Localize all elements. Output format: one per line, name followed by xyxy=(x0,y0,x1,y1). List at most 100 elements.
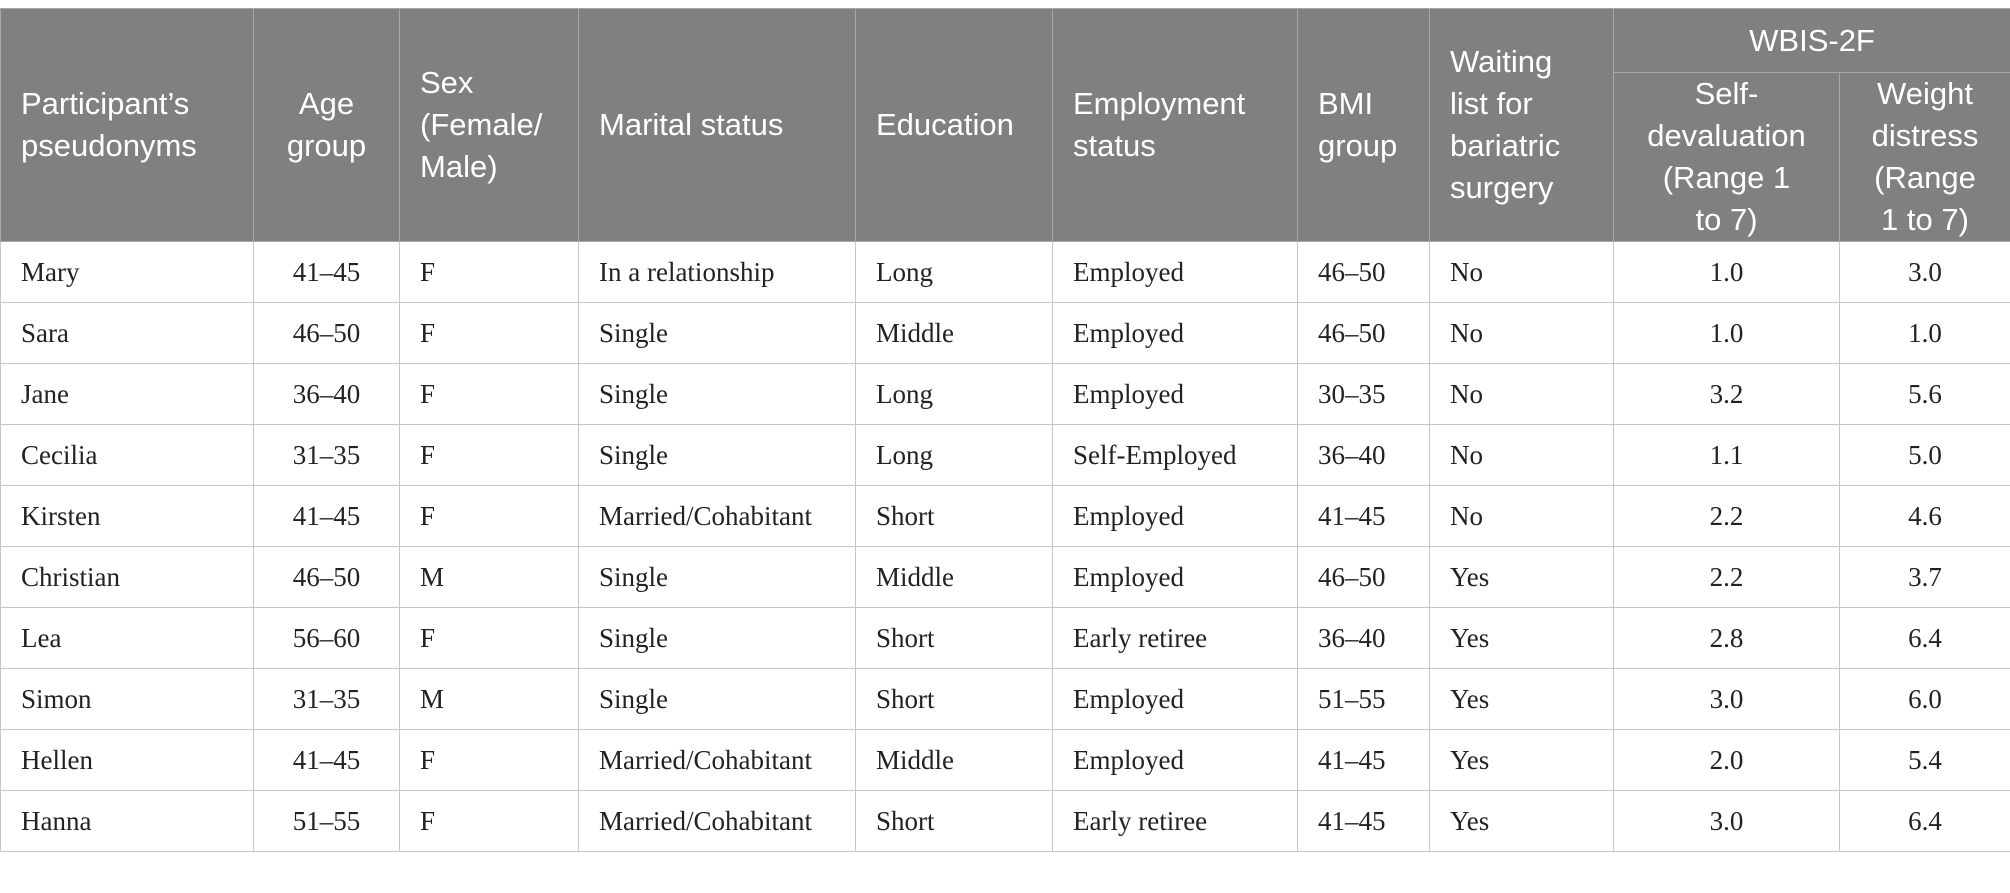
cell-self-devaluation: 3.0 xyxy=(1613,790,1840,852)
cell-pseudonym: Simon xyxy=(0,668,254,730)
cell-employment-status: Employed xyxy=(1052,485,1298,547)
cell-age-group: 51–55 xyxy=(253,790,400,852)
cell-age-group: 36–40 xyxy=(253,363,400,425)
cell-employment-status: Employed xyxy=(1052,546,1298,608)
cell-weight-distress: 5.0 xyxy=(1838,424,2010,486)
cell-self-devaluation: 3.0 xyxy=(1613,668,1840,730)
cell-sex: M xyxy=(399,668,579,730)
cell-employment-status: Self-Employed xyxy=(1052,424,1298,486)
cell-weight-distress: 6.4 xyxy=(1838,790,2010,852)
cell-age-group: 46–50 xyxy=(253,546,400,608)
cell-marital-status: Single xyxy=(578,546,856,608)
cell-marital-status: Single xyxy=(578,607,856,669)
cell-age-group: 56–60 xyxy=(253,607,400,669)
cell-sex: F xyxy=(399,363,579,425)
cell-education: Middle xyxy=(855,729,1053,791)
cell-weight-distress: 3.7 xyxy=(1838,546,2010,608)
cell-marital-status: In a relationship xyxy=(578,241,856,303)
cell-pseudonym: Christian xyxy=(0,546,254,608)
cell-employment-status: Employed xyxy=(1052,241,1298,303)
cell-marital-status: Married/Cohabitant xyxy=(578,485,856,547)
cell-pseudonym: Hellen xyxy=(0,729,254,791)
cell-marital-status: Married/Cohabitant xyxy=(578,790,856,852)
header-employment-status: Employment status xyxy=(1052,8,1298,242)
cell-waiting-list: Yes xyxy=(1429,729,1614,791)
cell-age-group: 31–35 xyxy=(253,424,400,486)
cell-pseudonym: Jane xyxy=(0,363,254,425)
header-pseudonym: Participant’s pseudonyms xyxy=(0,8,254,242)
table-row: Simon 31–35 M Single Short Employed 51–5… xyxy=(0,668,2010,730)
cell-education: Short xyxy=(855,607,1053,669)
cell-education: Short xyxy=(855,668,1053,730)
cell-sex: F xyxy=(399,424,579,486)
cell-bmi-group: 36–40 xyxy=(1297,607,1430,669)
cell-waiting-list: Yes xyxy=(1429,668,1614,730)
cell-bmi-group: 30–35 xyxy=(1297,363,1430,425)
cell-waiting-list: No xyxy=(1429,302,1614,364)
cell-age-group: 41–45 xyxy=(253,241,400,303)
header-row-top: Participant’s pseudonyms Age group Sex (… xyxy=(0,8,2010,242)
cell-waiting-list: Yes xyxy=(1429,790,1614,852)
table-row: Hanna 51–55 F Married/Cohabitant Short E… xyxy=(0,790,2010,852)
table-row: Christian 46–50 M Single Middle Employed… xyxy=(0,546,2010,608)
header-wbis-2f: WBIS-2F xyxy=(1612,8,2010,73)
header-self-devaluation: Self- devaluation (Range 1 to 7) xyxy=(1613,72,1840,242)
cell-employment-status: Employed xyxy=(1052,729,1298,791)
participants-table: Participant’s pseudonyms Age group Sex (… xyxy=(0,8,2010,852)
cell-weight-distress: 3.0 xyxy=(1838,241,2010,303)
cell-waiting-list: No xyxy=(1429,241,1614,303)
table-row: Hellen 41–45 F Married/Cohabitant Middle… xyxy=(0,729,2010,791)
cell-education: Long xyxy=(855,241,1053,303)
cell-weight-distress: 5.4 xyxy=(1838,729,2010,791)
cell-sex: F xyxy=(399,790,579,852)
cell-employment-status: Employed xyxy=(1052,363,1298,425)
cell-education: Middle xyxy=(855,302,1053,364)
cell-age-group: 41–45 xyxy=(253,485,400,547)
cell-pseudonym: Mary xyxy=(0,241,254,303)
cell-employment-status: Employed xyxy=(1052,668,1298,730)
cell-pseudonym: Hanna xyxy=(0,790,254,852)
header-bmi-group: BMI group xyxy=(1297,8,1430,242)
cell-waiting-list: No xyxy=(1429,485,1614,547)
cell-self-devaluation: 1.0 xyxy=(1613,241,1840,303)
cell-sex: F xyxy=(399,607,579,669)
table-row: Sara 46–50 F Single Middle Employed 46–5… xyxy=(0,302,2010,364)
cell-bmi-group: 46–50 xyxy=(1297,302,1430,364)
cell-education: Long xyxy=(855,424,1053,486)
table-row: Lea 56–60 F Single Short Early retiree 3… xyxy=(0,607,2010,669)
cell-bmi-group: 36–40 xyxy=(1297,424,1430,486)
cell-sex: F xyxy=(399,241,579,303)
cell-sex: F xyxy=(399,485,579,547)
cell-marital-status: Single xyxy=(578,424,856,486)
cell-waiting-list: Yes xyxy=(1429,546,1614,608)
cell-bmi-group: 41–45 xyxy=(1297,485,1430,547)
cell-marital-status: Married/Cohabitant xyxy=(578,729,856,791)
cell-sex: M xyxy=(399,546,579,608)
header-waiting-list: Waiting list for bariatric surgery xyxy=(1429,8,1614,242)
cell-self-devaluation: 2.0 xyxy=(1613,729,1840,791)
cell-weight-distress: 1.0 xyxy=(1838,302,2010,364)
participants-table-container: Participant’s pseudonyms Age group Sex (… xyxy=(0,8,2010,852)
cell-weight-distress: 4.6 xyxy=(1838,485,2010,547)
cell-bmi-group: 51–55 xyxy=(1297,668,1430,730)
cell-weight-distress: 6.4 xyxy=(1838,607,2010,669)
table-row: Cecilia 31–35 F Single Long Self-Employe… xyxy=(0,424,2010,486)
cell-employment-status: Employed xyxy=(1052,302,1298,364)
cell-bmi-group: 41–45 xyxy=(1297,729,1430,791)
cell-waiting-list: No xyxy=(1429,424,1614,486)
cell-pseudonym: Kirsten xyxy=(0,485,254,547)
cell-waiting-list: No xyxy=(1429,363,1614,425)
cell-employment-status: Early retiree xyxy=(1052,790,1298,852)
table-row: Kirsten 41–45 F Married/Cohabitant Short… xyxy=(0,485,2010,547)
cell-marital-status: Single xyxy=(578,302,856,364)
cell-pseudonym: Lea xyxy=(0,607,254,669)
table-header: Participant’s pseudonyms Age group Sex (… xyxy=(0,8,2010,242)
cell-age-group: 41–45 xyxy=(253,729,400,791)
table-row: Mary 41–45 F In a relationship Long Empl… xyxy=(0,241,2010,303)
header-education: Education xyxy=(855,8,1053,242)
cell-bmi-group: 46–50 xyxy=(1297,546,1430,608)
cell-education: Short xyxy=(855,485,1053,547)
header-age-group: Age group xyxy=(253,8,400,242)
cell-weight-distress: 5.6 xyxy=(1838,363,2010,425)
cell-self-devaluation: 3.2 xyxy=(1613,363,1840,425)
